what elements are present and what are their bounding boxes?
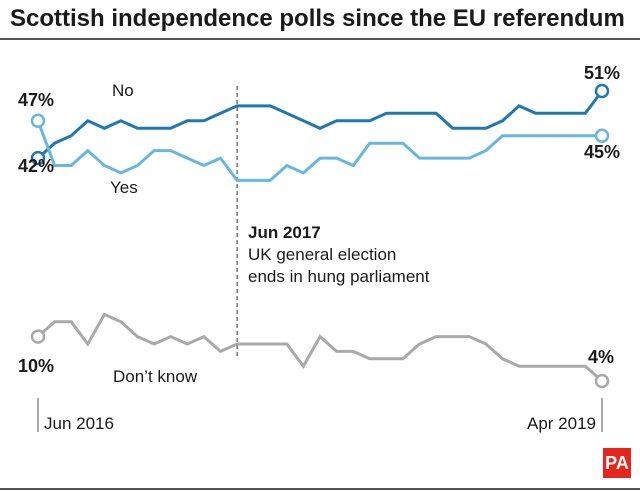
- no-end-marker: [594, 83, 610, 99]
- yes-end-label: 45%: [584, 142, 620, 162]
- yes-end-marker: [594, 128, 610, 143]
- chart-title: Scottish independence polls since the EU…: [10, 5, 625, 32]
- series-label-no: No: [112, 81, 134, 100]
- no-start-label: 42%: [18, 156, 54, 176]
- annotation-title: Jun 2017: [248, 223, 321, 242]
- series-line-dont-know: [37, 312, 603, 383]
- no-start-marker: [30, 150, 46, 166]
- pa-logo-text: PA: [605, 453, 629, 473]
- dont-know-end-marker: [594, 373, 610, 389]
- x-start-label: Jun 2016: [44, 414, 114, 433]
- annotation-line-1: UK general election: [248, 245, 396, 264]
- yes-start-label: 47%: [18, 90, 54, 110]
- dont-know-end-label: 4%: [588, 347, 614, 367]
- series-line-no: [36, 90, 604, 160]
- yes-start-marker: [30, 113, 46, 129]
- dont-know-start-label: 10%: [18, 356, 54, 376]
- pa-logo: [603, 448, 631, 478]
- series-line-yes: [36, 120, 602, 182]
- series-layer: [30, 83, 610, 389]
- annotation-line-2: ends in hung parliament: [248, 267, 430, 286]
- x-end-label: Apr 2019: [527, 414, 596, 433]
- series-label-yes: Yes: [110, 178, 138, 197]
- no-end-label: 51%: [584, 63, 620, 83]
- series-label-dont-know: Don’t know: [113, 367, 198, 386]
- dont-know-start-marker: [30, 329, 46, 344]
